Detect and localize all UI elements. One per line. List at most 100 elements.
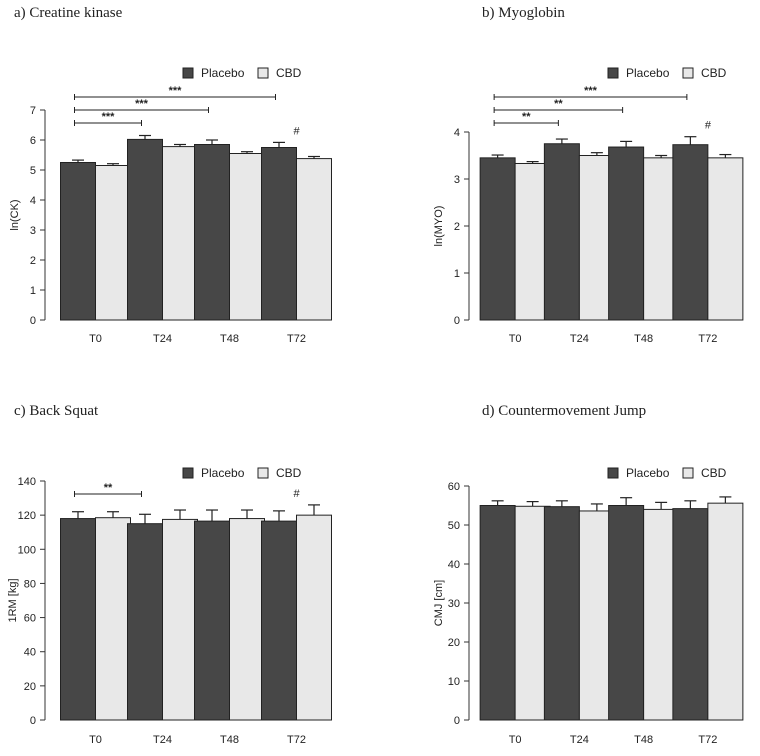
legend-label-placebo: Placebo: [201, 66, 245, 80]
x-tick-label: T72: [287, 333, 306, 345]
y-tick-label: 5: [30, 165, 36, 177]
panel-myoglobin: b) Myoglobin 0 1 2 3 4 ln(MYO) T0 T24 T48 T72 # ** *…: [380, 0, 760, 378]
bar-placebo: [127, 138, 163, 321]
legend-swatch-cbd: [682, 67, 694, 79]
x-tick-label: T48: [634, 333, 653, 345]
legend-label-cbd: CBD: [701, 66, 727, 80]
legend-swatch-cbd: [257, 467, 269, 479]
legend-label-placebo: Placebo: [626, 466, 670, 480]
legend-swatch-placebo: [182, 67, 194, 79]
legend-label-cbd: CBD: [276, 66, 302, 80]
y-tick-label: 100: [18, 544, 36, 556]
legend-label-placebo: Placebo: [201, 466, 245, 480]
chart-svg-creatine-kinase: 0 1 2 3 4 5 6 7 ln(CK) T0 T24 T48 T72 # *** *** *** Place…: [9, 66, 332, 345]
significance-stars: ***: [135, 98, 149, 110]
bar-placebo: [608, 505, 645, 721]
panel-back-squat: c) Back Squat 0 20 40 60 80 100 120 140 1RM [kg]…: [0, 378, 380, 756]
y-tick-label: 4: [30, 195, 36, 207]
bar-cbd: [707, 157, 744, 321]
y-tick-label: 20: [24, 681, 36, 693]
x-tick-label: T24: [570, 333, 589, 345]
bar-placebo: [479, 157, 516, 321]
y-tick-label: 0: [454, 315, 460, 327]
y-tick-label: 120: [18, 510, 36, 522]
significance-stars: **: [104, 482, 113, 494]
x-tick-label: T72: [698, 734, 717, 746]
significance-hash: #: [293, 488, 300, 500]
bar-cbd: [707, 502, 744, 721]
bar-cbd: [162, 518, 198, 721]
bar-cbd: [95, 517, 131, 721]
bar-cbd: [162, 146, 198, 321]
significance-stars: **: [554, 98, 563, 110]
x-tick-label: T72: [287, 734, 306, 746]
legend-label-placebo: Placebo: [626, 66, 670, 80]
y-tick-label: 7: [30, 105, 36, 117]
y-tick-label: 60: [24, 613, 36, 625]
x-tick-label: T0: [509, 333, 522, 345]
significance-hash: #: [705, 120, 712, 132]
y-axis-label: ln(CK): [9, 199, 21, 230]
y-axis-label: ln(MYO): [433, 206, 445, 247]
significance-stars: **: [522, 111, 531, 123]
bar-placebo: [261, 520, 297, 721]
chart-title: d) Countermovement Jump: [482, 403, 647, 419]
bar-placebo: [194, 144, 230, 321]
significance-hash: #: [293, 125, 300, 137]
y-tick-label: 30: [448, 598, 460, 610]
x-tick-label: T0: [89, 734, 102, 746]
bar-placebo: [60, 518, 96, 721]
y-tick-label: 140: [18, 476, 36, 488]
y-tick-label: 80: [24, 578, 36, 590]
y-tick-label: 2: [454, 221, 460, 233]
x-tick-label: T0: [89, 333, 102, 345]
bar-cbd: [296, 158, 332, 321]
bar-placebo: [672, 144, 709, 321]
y-tick-label: 0: [30, 315, 36, 327]
y-tick-label: 0: [30, 715, 36, 727]
legend-swatch-placebo: [182, 467, 194, 479]
x-tick-label: T72: [698, 333, 717, 345]
bar-placebo: [672, 508, 709, 721]
legend-swatch-cbd: [257, 67, 269, 79]
bar-cbd: [95, 165, 131, 321]
significance-stars: ***: [584, 85, 598, 97]
y-axis-label: 1RM [kg]: [7, 578, 19, 622]
x-tick-label: T24: [570, 734, 589, 746]
y-tick-label: 0: [454, 715, 460, 727]
bar-cbd: [296, 514, 332, 721]
legend-label-cbd: CBD: [701, 466, 727, 480]
y-axis-label: CMJ [cm]: [433, 580, 445, 626]
bar-cbd: [229, 518, 265, 721]
legend-label-cbd: CBD: [276, 466, 302, 480]
y-tick-label: 1: [30, 285, 36, 297]
x-tick-label: T24: [153, 333, 172, 345]
y-tick-label: 20: [448, 637, 460, 649]
y-tick-label: 3: [30, 225, 36, 237]
bar-placebo: [543, 506, 580, 721]
legend-swatch-cbd: [682, 467, 694, 479]
bar-placebo: [608, 146, 645, 321]
chart-svg-back-squat: 0 20 40 60 80 100 120 140 1RM [kg] T0 T24 T48 T72 # **…: [7, 466, 332, 746]
chart-svg-countermovement-jump: 0 10 20 30 40 50 60 CMJ [cm] T0 T24 T48 T72 Placebo C…: [433, 466, 744, 746]
legend-swatch-placebo: [607, 67, 619, 79]
bar-placebo: [261, 147, 297, 321]
x-tick-label: T24: [153, 734, 172, 746]
panel-creatine-kinase: a) Creatine kinase 0 1 2 3 4 5 6 7 ln(CK) T0 T24 T4…: [0, 0, 380, 378]
significance-stars: ***: [102, 111, 116, 123]
x-tick-label: T48: [220, 734, 239, 746]
significance-stars: ***: [169, 85, 183, 97]
y-tick-label: 60: [448, 481, 460, 493]
y-tick-label: 2: [30, 255, 36, 267]
y-tick-label: 10: [448, 676, 460, 688]
bar-placebo: [60, 162, 96, 321]
chart-title: c) Back Squat: [14, 403, 99, 419]
bar-placebo: [479, 505, 516, 721]
chart-title: a) Creatine kinase: [14, 5, 123, 21]
bar-cbd: [229, 153, 265, 321]
y-tick-label: 6: [30, 135, 36, 147]
y-tick-label: 40: [448, 559, 460, 571]
bar-placebo: [127, 523, 163, 721]
y-tick-label: 4: [454, 127, 460, 139]
